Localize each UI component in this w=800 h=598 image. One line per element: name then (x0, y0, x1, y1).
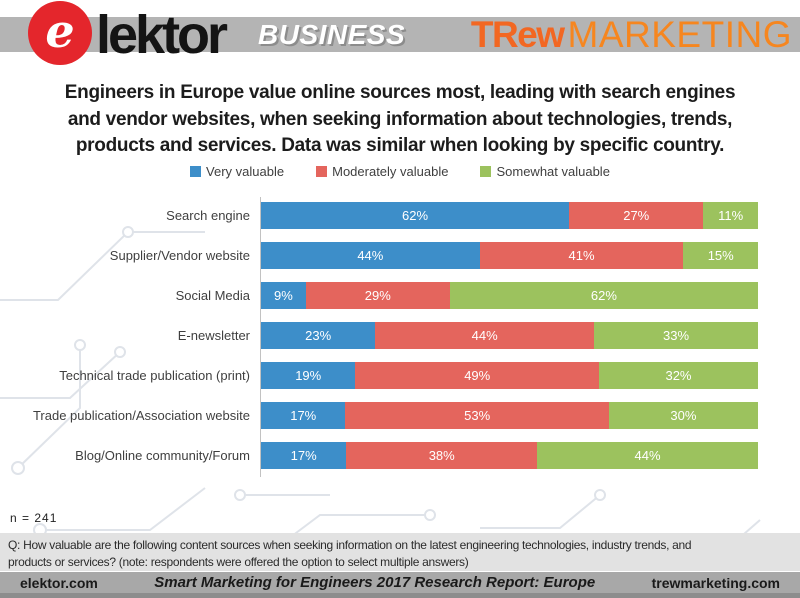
bar-segment: 49% (355, 362, 599, 389)
chart-row: Technical trade publication (print) 19% 49… (0, 362, 800, 389)
chart-row: Trade publication/Association website 17%… (0, 402, 800, 429)
question-note-line-1: Q: How valuable are the following conten… (8, 538, 692, 552)
trew-marketing-logo: TRew MARKETING (471, 14, 792, 55)
category-label: Supplier/Vendor website (109, 248, 250, 263)
legend-label: Very valuable (206, 164, 285, 179)
footer-trew-url: trewmarketing.com (651, 574, 780, 591)
elektor-logo-icon: e (28, 1, 92, 65)
footer-bottom-strip (0, 593, 800, 598)
bar-segment: 17% (261, 402, 346, 429)
footer-bar: elektor.com Smart Marketing for Engineer… (0, 572, 800, 593)
category-label: Social Media (175, 288, 250, 303)
category-label: Trade publication/Association website (32, 408, 250, 423)
chart-row: E-newsletter 23% 44% 33% (0, 322, 800, 349)
legend-swatch-icon (316, 166, 328, 177)
bar-segment: 33% (594, 322, 759, 349)
chart-legend: Very valuable Moderately valuable Somewhat… (0, 164, 800, 179)
bar-segment: 30% (608, 402, 758, 429)
chart-row: Social Media 9% 29% 62% (0, 282, 800, 309)
bar-segment: 44% (261, 242, 480, 269)
chart-row: Supplier/Vendor website 44% 41% 15% (0, 242, 800, 269)
stacked-bar: 23% 44% 33% (261, 322, 759, 349)
stacked-bar-chart: Search engine 62% 27% 11% Supplier/Vendor we… (0, 197, 800, 477)
stacked-bar: 44% 41% 15% (261, 242, 758, 269)
elektor-e-letter: e (45, 4, 75, 58)
sample-size-note: n = 241 (10, 511, 58, 525)
chart-row: Search engine 62% 27% 11% (0, 202, 800, 229)
slide-title-line-1: Engineers in Europe value online sources… (64, 82, 736, 103)
category-label: E-newsletter (177, 328, 250, 343)
bar-segment: 15% (683, 242, 758, 269)
bar-segment: 9% (261, 282, 306, 309)
stacked-bar: 17% 53% 30% (261, 402, 758, 429)
category-label: Blog/Online community/Forum (75, 448, 250, 463)
elektor-business-label: BUSINESS (258, 18, 406, 50)
bar-segment: 11% (703, 202, 758, 229)
bar-segment: 23% (261, 322, 376, 349)
stacked-bar: 9% 29% 62% (261, 282, 758, 309)
trew-brand-bold: TRew (470, 13, 565, 55)
legend-swatch-icon (190, 166, 202, 177)
bar-segment: 17% (261, 442, 347, 469)
stacked-bar: 19% 49% 32% (261, 362, 759, 389)
bar-segment: 44% (375, 322, 594, 349)
header-band (0, 17, 800, 52)
footer-report-title: Smart Marketing for Engineers 2017 Resea… (154, 574, 596, 591)
stacked-bar: 62% 27% 11% (261, 202, 758, 229)
bar-segment: 62% (261, 202, 570, 229)
trew-brand-light: MARKETING (567, 13, 792, 55)
bar-segment: 27% (569, 202, 704, 229)
stacked-bar: 17% 38% 44% (261, 442, 758, 469)
bar-segment: 41% (479, 242, 684, 269)
footer-elektor-url: elektor.com (20, 574, 98, 591)
legend-label: Somewhat valuable (496, 164, 610, 179)
slide-title-line-2: and vendor websites, when seeking inform… (67, 108, 733, 130)
legend-label: Moderately valuable (332, 164, 449, 179)
bar-segment: 29% (305, 282, 450, 309)
bar-segment: 44% (537, 442, 758, 469)
question-note: Q: How valuable are the following conten… (0, 533, 800, 571)
chart-axis-line (260, 197, 261, 477)
bar-segment: 19% (261, 362, 356, 389)
legend-item: Very valuable (190, 164, 284, 179)
elektor-wordmark: lektor (96, 5, 228, 66)
bar-segment: 53% (345, 402, 609, 429)
legend-item: Somewhat valuable (480, 164, 610, 179)
category-label: Search engine (166, 208, 250, 223)
bar-segment: 32% (598, 362, 759, 389)
bar-segment: 62% (449, 282, 758, 309)
category-label: Technical trade publication (print) (59, 368, 250, 383)
slide-title: Engineers in Europe value online sources… (0, 80, 800, 160)
question-note-line-2: products or services? (note: respondents… (8, 555, 469, 570)
bar-segment: 38% (346, 442, 538, 469)
legend-item: Moderately valuable (316, 164, 448, 179)
legend-swatch-icon (480, 166, 492, 177)
slide-title-line-3: products and services. Data was similar … (75, 135, 725, 157)
chart-row: Blog/Online community/Forum 17% 38% 44% (0, 442, 800, 469)
